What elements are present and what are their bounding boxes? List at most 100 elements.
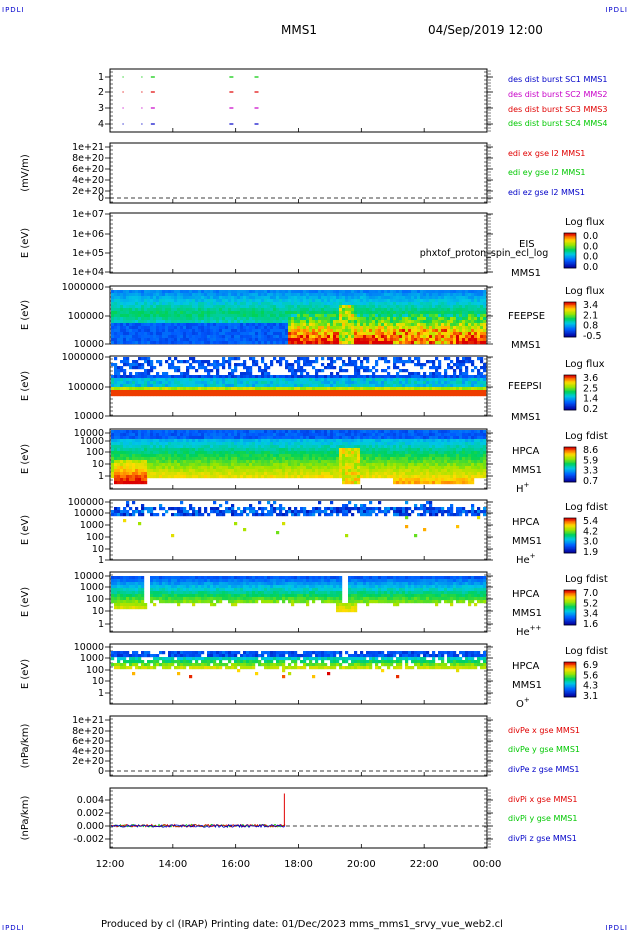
spectro-cell	[468, 314, 472, 318]
spectro-cell	[156, 445, 160, 449]
spectro-cell	[456, 341, 460, 345]
spectro-cell	[210, 469, 214, 473]
spectro-cell	[408, 390, 412, 394]
spectrogram-hpca_h	[111, 430, 487, 485]
spectro-cell	[114, 293, 118, 297]
spectro-cell	[354, 296, 358, 300]
spectro-cell	[285, 381, 289, 385]
spectro-cell	[459, 363, 463, 367]
spectro-cell	[372, 384, 376, 388]
spectro-cell	[474, 338, 478, 342]
spectro-cell	[426, 332, 430, 336]
spectro-cell	[249, 375, 253, 379]
spectro-cell	[405, 299, 409, 303]
spectro-cell	[174, 436, 178, 440]
spectro-cell	[117, 326, 121, 330]
spectro-cell	[186, 314, 190, 318]
spectro-cell	[114, 472, 118, 476]
spectro-cell	[357, 329, 361, 333]
spectro-cell	[471, 384, 475, 388]
spectro-cell	[135, 305, 139, 309]
spectro-cell	[138, 290, 142, 294]
spectro-cell	[420, 332, 424, 336]
spectro-cell	[285, 387, 289, 391]
spectro-cell	[111, 329, 115, 333]
spectro-cell	[192, 332, 196, 336]
spectro-cell	[201, 384, 205, 388]
spectro-cell	[411, 317, 415, 321]
spectro-cell	[474, 308, 478, 312]
spectro-cell	[459, 311, 463, 315]
spectro-cell	[111, 296, 115, 300]
spectro-cell	[366, 384, 370, 388]
spectro-cell	[375, 314, 379, 318]
spectro-cell	[138, 478, 142, 482]
spectro-cell	[156, 384, 160, 388]
spectro-cell	[402, 384, 406, 388]
spectro-cell	[138, 293, 142, 297]
spectro-cell	[309, 308, 313, 312]
spectro-cell	[480, 308, 484, 312]
spectro-cell	[246, 311, 250, 315]
spectro-cell	[279, 381, 283, 385]
spectro-cell	[435, 390, 439, 394]
spectro-cell	[357, 390, 361, 394]
spectro-cell	[393, 381, 397, 385]
spectro-cell	[114, 381, 118, 385]
spectro-cell	[120, 366, 124, 370]
spectro-cell	[444, 320, 448, 324]
spectro-cell	[324, 378, 328, 382]
spectro-cell	[198, 296, 202, 300]
spectro-cell	[225, 390, 229, 394]
spectro-cell	[147, 293, 151, 297]
spectro-cell	[321, 332, 325, 336]
spectro-cell	[408, 323, 412, 327]
spectro-cell	[423, 335, 427, 339]
spectro-cell	[333, 378, 337, 382]
spectro-cell	[174, 314, 178, 318]
spectro-cell	[285, 335, 289, 339]
spectro-cell	[381, 375, 385, 379]
spectro-cell	[201, 451, 205, 455]
spectro-cell	[396, 311, 400, 315]
spectro-cell	[303, 332, 307, 336]
spectro-cell	[231, 323, 235, 327]
spectro-cell	[222, 466, 226, 470]
spectro-cell	[165, 442, 169, 446]
spectro-cell	[216, 442, 220, 446]
spectro-cell	[348, 320, 352, 324]
spectro-cell	[372, 378, 376, 382]
spectro-cell	[117, 299, 121, 303]
spectro-cell	[432, 305, 436, 309]
spectro-cell	[288, 323, 292, 327]
spectro-cell	[393, 320, 397, 324]
spectro-cell	[432, 332, 436, 336]
spectro-cell	[153, 332, 157, 336]
corner-label-top-left: IPDLI	[2, 6, 25, 14]
spectro-cell	[168, 314, 172, 318]
spectro-cell	[393, 341, 397, 345]
spectro-cell	[150, 299, 154, 303]
spectro-cell	[399, 341, 403, 345]
spectro-cell	[126, 448, 130, 452]
spectro-cell	[228, 320, 232, 324]
spectro-cell	[123, 372, 127, 376]
spectro-cell	[300, 369, 304, 373]
spectro-cell	[141, 293, 145, 297]
y-tick-label: 1000	[80, 653, 104, 664]
spectro-cell	[213, 448, 217, 452]
spectro-cell	[126, 326, 130, 330]
spectro-cell	[156, 393, 160, 397]
spectro-cell	[306, 338, 310, 342]
spectro-cell	[174, 323, 178, 327]
spectro-cell	[135, 320, 139, 324]
spectro-cell	[135, 378, 139, 382]
spectro-cell	[276, 341, 280, 345]
spectro-cell	[144, 317, 148, 321]
spectro-cell	[171, 448, 175, 452]
spectro-cell	[285, 338, 289, 342]
spectro-cell	[225, 302, 229, 306]
spectro-cell	[111, 314, 115, 318]
spectro-cell	[267, 393, 271, 397]
spectro-cell	[360, 299, 364, 303]
